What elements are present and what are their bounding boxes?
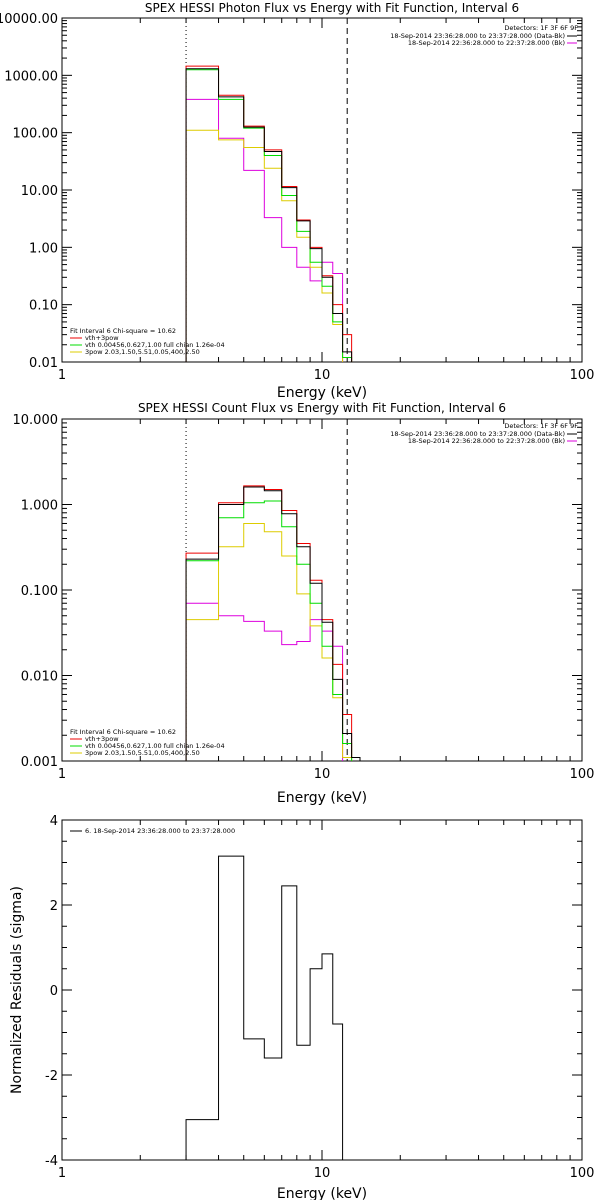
legend-entry-label: vth 0.00456,0.627,1.00 full chian 1.26e-… xyxy=(85,742,225,750)
legend-entry-label: 18-Sep-2014 22:36:28.000 to 22:37:28.000… xyxy=(408,39,565,47)
series-line-vth-3pow xyxy=(185,65,369,362)
x-axis-label: Energy (keV) xyxy=(277,790,367,806)
x-tick-label: 1 xyxy=(58,368,66,383)
x-tick-label: 10 xyxy=(314,767,331,782)
y-tick-label: -2 xyxy=(45,1069,58,1084)
y-tick-label: -4 xyxy=(45,1154,58,1169)
x-axis-label: Energy (keV) xyxy=(277,385,367,401)
photon-flux-panel: SPEX HESSI Photon Flux vs Energy with Fi… xyxy=(0,1,595,401)
legend-entry-label: 3pow 2.03,1.50,5.51,0.05,400,2.50 xyxy=(85,749,200,757)
x-tick-label: 1 xyxy=(58,1166,66,1181)
count-flux-panel: SPEX HESSI Count Flux vs Energy with Fit… xyxy=(13,401,595,806)
y-tick-label: 0.01 xyxy=(29,356,58,371)
plot-frame xyxy=(61,17,583,363)
series-line-bk xyxy=(185,602,369,761)
x-tick-label: 100 xyxy=(570,767,595,782)
legend-entry-label: 18-Sep-2014 23:36:28.000 to 23:37:28.000… xyxy=(390,430,565,438)
legend-bottom: Fit Interval 6 Chi-square = 10.62 vth+3p… xyxy=(70,728,225,757)
y-tick-label: 10000.00 xyxy=(0,12,58,27)
x-axis-label: Energy (keV) xyxy=(277,1186,367,1200)
series-line-data-bk xyxy=(185,68,369,362)
y-tick-label: 0 xyxy=(50,984,58,999)
y-tick-label: 0.10 xyxy=(29,299,58,314)
legend-entry-label: 6. 18-Sep-2014 23:36:28.000 to 23:37:28.… xyxy=(85,827,235,835)
x-tick-label: 10 xyxy=(314,1166,331,1181)
y-tick-label: 1000.00 xyxy=(4,69,58,84)
legend-entry-label: vth 0.00456,0.627,1.00 full chian 1.26e-… xyxy=(85,341,225,349)
x-tick-label: 10 xyxy=(314,368,331,383)
series-line-vth xyxy=(185,500,369,761)
legend-entry-label: 18-Sep-2014 22:36:28.000 to 22:37:28.000… xyxy=(408,437,565,445)
y-tick-label: 0.001 xyxy=(21,755,58,770)
chart-title: SPEX HESSI Photon Flux vs Energy with Fi… xyxy=(145,1,519,15)
x-tick-label: 100 xyxy=(570,368,595,383)
plot-frame xyxy=(61,819,583,1161)
legend-entry-label: 18-Sep-2014 23:36:28.000 to 23:37:28.000… xyxy=(390,32,565,40)
legend-header: Detectors: 1F 3F 6F 9F xyxy=(504,422,578,430)
legend-header: Fit Interval 6 Chi-square = 10.62 xyxy=(70,327,176,335)
y-tick-label: 0.010 xyxy=(21,670,58,685)
y-tick-label: 1.00 xyxy=(29,241,58,256)
x-tick-label: 1 xyxy=(58,767,66,782)
legend-entry-label: vth+3pow xyxy=(85,334,119,342)
residuals-panel: 1 10 100 -4 -2 0 2 4 Energy (keV) Normal… xyxy=(9,814,594,1200)
legend: 6. 18-Sep-2014 23:36:28.000 to 23:37:28.… xyxy=(70,827,235,835)
legend-entry-label: 3pow 2.03,1.50,5.51,0.05,400,2.50 xyxy=(85,348,200,356)
y-tick-label: 10.00 xyxy=(21,184,58,199)
legend-top: Detectors: 1F 3F 6F 9F 18-Sep-2014 23:36… xyxy=(390,24,578,47)
x-tick-label: 100 xyxy=(570,1166,595,1181)
y-tick-label: 0.100 xyxy=(21,584,58,599)
series-line-vth xyxy=(185,69,369,362)
legend-header: Fit Interval 6 Chi-square = 10.62 xyxy=(70,728,176,736)
y-tick-label: 4 xyxy=(50,814,58,829)
y-tick-label: 2 xyxy=(50,899,58,914)
y-axis-label: Normalized Residuals (sigma) xyxy=(9,886,25,1094)
legend-entry-label: vth+3pow xyxy=(85,735,119,743)
y-tick-label: 1.000 xyxy=(21,499,58,514)
series-line-residual xyxy=(185,855,344,1160)
series-line-data-bk xyxy=(185,486,369,761)
y-tick-label: 100.00 xyxy=(13,127,59,142)
series-line-3pow xyxy=(185,522,369,761)
legend-bottom: Fit Interval 6 Chi-square = 10.62 vth+3p… xyxy=(70,327,225,356)
legend-header: Detectors: 1F 3F 6F 9F xyxy=(504,24,578,32)
legend-top: Detectors: 1F 3F 6F 9F 18-Sep-2014 23:36… xyxy=(390,422,578,445)
y-tick-label: 10.000 xyxy=(13,413,59,428)
chart-title: SPEX HESSI Count Flux vs Energy with Fit… xyxy=(138,401,506,415)
